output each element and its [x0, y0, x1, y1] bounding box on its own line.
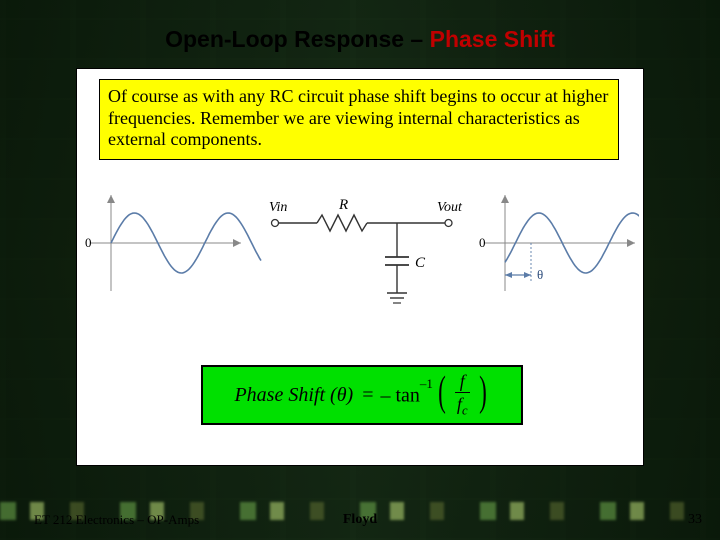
footer-page-number: 33: [688, 512, 702, 528]
formula-shift-word: Shift: [288, 384, 325, 406]
note-box: Of course as with any RC circuit phase s…: [99, 79, 619, 160]
formula-equals: =: [362, 384, 373, 407]
input-wave-plot: 0: [85, 195, 261, 291]
footer-center: Floyd: [0, 512, 720, 528]
formula-neg-tan: – tan: [380, 385, 419, 407]
formula-exponent: –1: [420, 376, 433, 391]
paren-open: (: [438, 374, 446, 412]
title-main: Open-Loop Response –: [165, 26, 430, 52]
svg-text:Vin: Vin: [269, 200, 287, 215]
theta-label: θ: [537, 267, 543, 282]
resistor-label: R: [338, 197, 348, 213]
capacitor-label: C: [415, 255, 426, 271]
note-text: Of course as with any RC circuit phase s…: [108, 86, 608, 149]
vin-label: Vin: [269, 200, 287, 215]
content-panel: Of course as with any RC circuit phase s…: [76, 68, 644, 466]
rc-phase-diagram: 0 Vin R Vout C 0: [83, 189, 639, 329]
paren-close: ): [479, 374, 487, 412]
rc-circuit: Vin R Vout C: [269, 197, 463, 303]
formula-box: Phase Shift (θ) = – tan–1 ( f fc ): [201, 365, 523, 425]
vout-label: Vout: [437, 200, 463, 215]
zero-label-out: 0: [479, 235, 486, 250]
formula-theta: θ: [337, 384, 347, 406]
phase-shift-formula: Phase Shift (θ) = – tan–1 ( f fc ): [234, 372, 489, 417]
fraction-denominator: fc: [455, 392, 470, 417]
formula-phase-word: Phase: [234, 384, 283, 406]
fraction-numerator: f: [458, 372, 467, 392]
resistor-symbol: [317, 215, 367, 231]
svg-text:Vout: Vout: [437, 200, 463, 215]
title-accent: Phase Shift: [430, 26, 555, 52]
output-wave-plot: 0 θ: [479, 195, 639, 291]
zero-label-in: 0: [85, 235, 92, 250]
slide-title: Open-Loop Response – Phase Shift: [0, 26, 720, 53]
formula-fraction: f fc: [455, 372, 470, 417]
